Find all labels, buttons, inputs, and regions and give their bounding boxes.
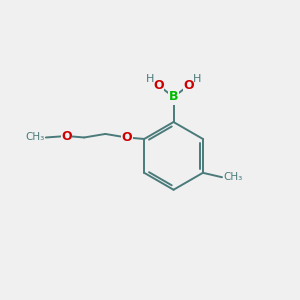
- Text: O: O: [184, 79, 194, 92]
- Text: O: O: [153, 79, 164, 92]
- Text: CH₃: CH₃: [25, 133, 44, 142]
- Text: H: H: [146, 74, 154, 84]
- Text: CH₃: CH₃: [224, 172, 243, 182]
- Text: B: B: [169, 91, 178, 103]
- Text: O: O: [121, 131, 132, 144]
- Text: H: H: [193, 74, 201, 84]
- Text: O: O: [61, 130, 72, 142]
